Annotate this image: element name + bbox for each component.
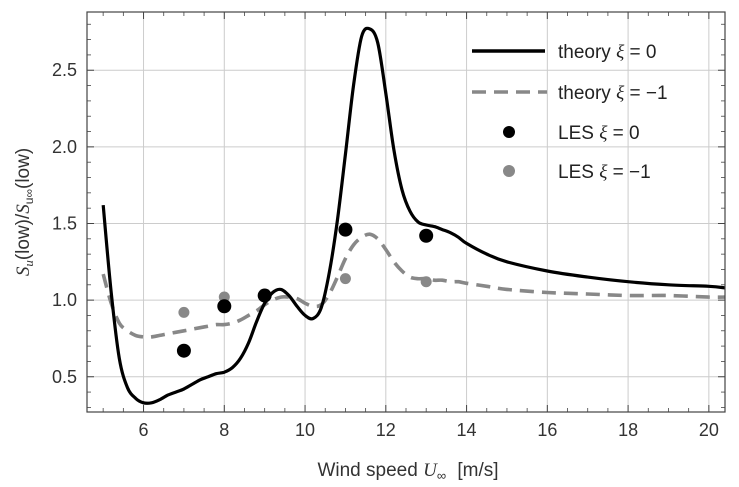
legend-label-suffix: = −1 [607,162,650,183]
point-les-xi-minus1 [178,306,190,318]
series-line-theory-xi-0 [101,26,725,405]
legend-label-suffix: = −1 [624,83,667,104]
y-tick-label: 2.0 [52,137,77,157]
y-axis-label: Su(low)/Su∞(low) [13,148,36,276]
y-tick-label: 1.5 [52,213,77,233]
y-label-sub1: u [21,260,36,267]
legend-label: theory ξ = 0 [558,42,656,63]
y-label-s2: S [13,204,34,214]
point-les-xi-0 [419,228,434,243]
legend-label-var: ξ [599,123,608,144]
y-tick-label: 0.5 [52,367,77,387]
x-tick-label: 20 [699,420,719,440]
point-les-xi-minus1 [339,273,351,285]
x-tick-label: 18 [618,420,638,440]
x-tick-label: 6 [139,420,149,440]
point-les-xi-0 [338,222,353,237]
legend-swatch-dot [503,126,515,138]
series-line-theory-xi-minus1 [101,232,725,339]
point-les-xi-0 [176,343,191,358]
legend-label: theory ξ = −1 [558,83,668,104]
y-label-sub2: u∞ [22,189,36,204]
legend-label-prefix: theory [558,83,616,104]
legend-swatch-dot [503,165,515,177]
point-les-xi-0 [217,299,232,314]
x-tick-label: 16 [537,420,557,440]
x-tick-label: 10 [295,420,315,440]
point-les-xi-0 [257,288,272,303]
legend-label: LES ξ = 0 [558,123,640,144]
legend-label-prefix: LES [558,162,599,183]
point-les-xi-minus1 [420,276,432,288]
y-label-s1: S [13,266,34,276]
axis-ticks: 6 8 10 12 14 16 18 20 0.5 1.0 1.5 2.0 2.5 [52,12,725,440]
x-axis-label-var: U [423,460,438,481]
legend-label-var: ξ [599,162,608,183]
x-tick-label: 14 [457,420,477,440]
legend-label-var: ξ [616,83,625,104]
x-axis-label-sub: ∞ [437,468,446,483]
x-axis-label-text: Wind speed [317,460,417,481]
x-tick-label: 8 [219,420,229,440]
x-axis-label-unit: [m/s] [457,460,498,481]
legend-label: LES ξ = −1 [558,162,651,183]
grid-lines [87,12,725,412]
legend-label-prefix: theory [558,42,616,63]
y-label-mid: (low)/ [13,213,34,260]
series-layer [101,26,725,405]
y-tick-label: 2.5 [52,60,77,80]
legend-label-var: ξ [616,42,625,63]
point-les-xi-minus1 [218,291,230,303]
x-axis-label: Wind speed U∞ [m/s] [317,460,498,485]
legend-label-suffix: = 0 [607,123,639,144]
y-label-end: (low) [13,148,34,189]
legend-label-suffix: = 0 [624,42,656,63]
y-tick-label: 1.0 [52,290,77,310]
x-tick-label: 12 [376,420,396,440]
legend-label-prefix: LES [558,123,599,144]
